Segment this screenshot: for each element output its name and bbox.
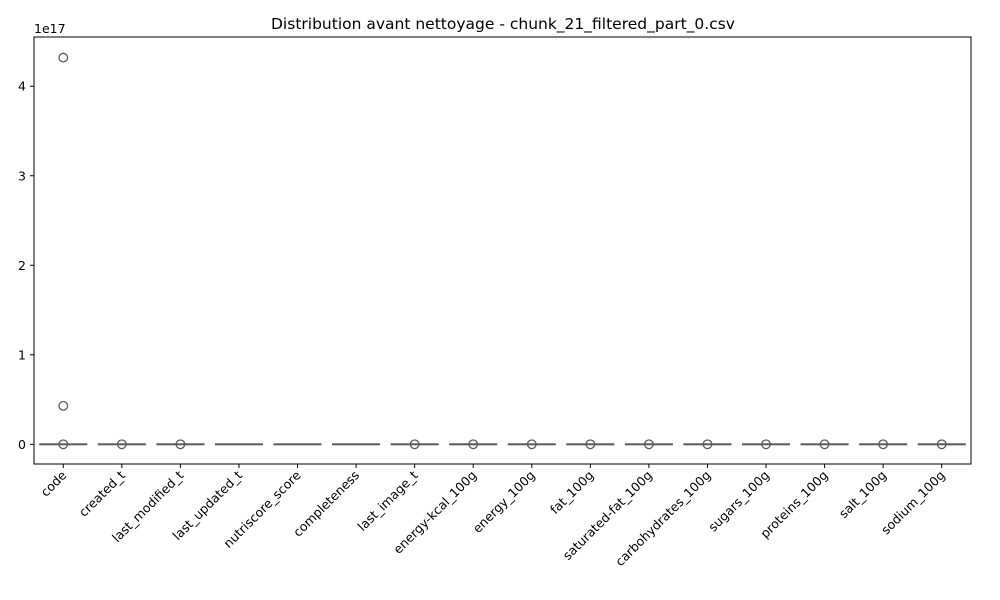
outlier-point — [936, 439, 947, 450]
box-salt_100g — [859, 439, 908, 450]
outlier-point — [643, 439, 654, 450]
box-nutriscore_score — [273, 443, 322, 446]
x-axis: code created_tlast_modified_tlast_updated… — [37, 464, 948, 569]
chart-title: Distribution avant nettoyage - chunk_21_… — [271, 15, 735, 34]
y-tick-label: 3 — [18, 168, 26, 183]
y-axis-scale-label: 1e17 — [34, 21, 66, 36]
y-tick-label: 1 — [18, 347, 26, 362]
outlier-point — [702, 439, 713, 450]
outlier-point — [116, 439, 127, 450]
outlier-point — [58, 52, 69, 63]
box-proteins_100g — [800, 439, 849, 450]
box-sodium_100g — [917, 439, 966, 450]
x-tick-label: energy_100g — [470, 468, 538, 536]
box-created_t — [97, 439, 146, 450]
box-code — [39, 52, 88, 450]
outlier-point — [761, 439, 771, 450]
plot-area — [39, 52, 966, 450]
x-tick-label: code — [37, 467, 69, 499]
box-energy_100g — [507, 439, 556, 450]
outlier-point — [409, 439, 420, 450]
outlier-point — [58, 439, 69, 450]
box-last_image_t — [390, 439, 439, 450]
y-axis: 0 1 2 3 4 — [18, 79, 34, 452]
y-tick-label: 2 — [18, 258, 26, 273]
box-last_modified_t — [156, 439, 205, 450]
outlier-point — [526, 439, 537, 450]
x-tick-label: salt_100g — [836, 468, 889, 521]
box-energy-kcal_100g — [449, 439, 498, 450]
outlier-point — [468, 439, 479, 450]
outlier-point — [58, 400, 69, 411]
y-tick-label: 4 — [18, 79, 26, 94]
box-last_updated_t — [214, 443, 263, 446]
x-tick-label: created_t — [76, 467, 128, 519]
x-tick-label: carbohydrates_100g — [612, 468, 713, 569]
plot-frame — [33, 36, 972, 465]
y-tick-label: 0 — [18, 437, 26, 452]
outlier-point — [819, 439, 830, 450]
box-sugars_100g — [742, 439, 791, 450]
x-tick-label: last_image_t — [354, 467, 420, 533]
outlier-point — [585, 439, 596, 450]
outlier-point — [878, 439, 889, 450]
box-completeness — [332, 443, 381, 446]
x-tick-label: fat_100g — [547, 468, 597, 518]
outlier-point — [175, 439, 186, 450]
box-saturated-fat_100g — [624, 439, 673, 450]
box-carbohydrates_100g — [683, 439, 732, 450]
box-fat_100g — [566, 439, 615, 450]
